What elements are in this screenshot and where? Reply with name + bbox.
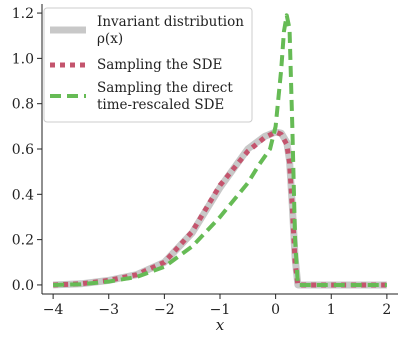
x-tick-label: −3 [98,302,119,318]
series-line-2 [53,129,387,288]
x-axis-label: x [216,316,225,334]
x-tick-label: −1 [210,302,231,318]
legend-box [43,7,253,123]
series-line-3 [53,13,387,287]
y-tick-label: 0.2 [12,233,34,249]
y-tick-label: 0.0 [12,278,34,294]
y-tick-label: 1.0 [12,51,34,67]
x-tick-label: 0 [271,302,280,318]
legend-label-3: time-rescaled SDE [97,97,224,113]
y-tick-label: 0.6 [12,142,34,158]
series-layer [52,13,387,289]
y-tick-label: 0.8 [12,97,34,113]
y-tick-label: 0.4 [12,187,34,203]
axes: −4 −3 −2 −1 0 1 2 0.0 0.2 0.4 0.6 0.8 1.0 1.2 [12,4,398,318]
y-tick-label: 1.2 [12,6,34,22]
legend-label-1: Invariant distribution [97,14,244,30]
series-line-1 [52,128,387,289]
legend-label-2: Sampling the SDE [97,57,222,73]
x-tick-label: −2 [154,302,175,318]
legend-label-1: ρ(x) [97,31,123,47]
x-tick-label: −4 [43,302,64,318]
x-tick-label: 1 [327,302,336,318]
x-tick-label: 2 [382,302,391,318]
legend-label-3: Sampling the direct [97,80,233,96]
